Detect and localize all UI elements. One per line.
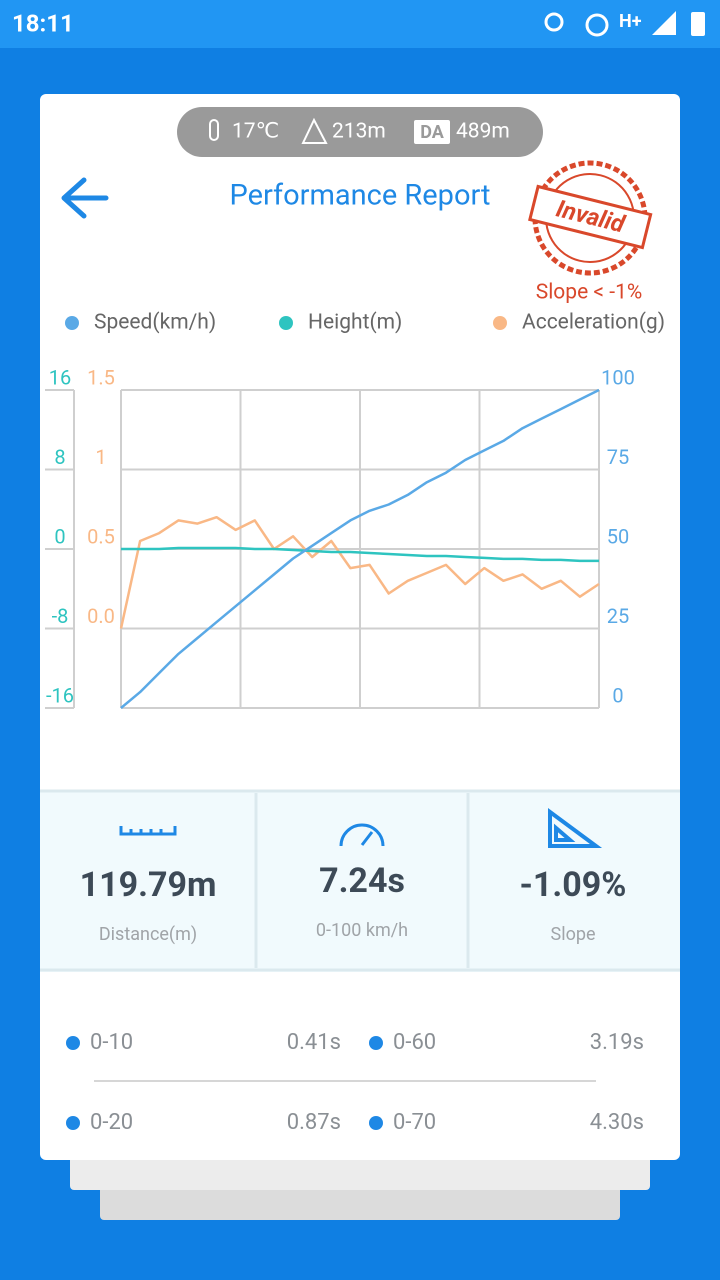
series-line — [119, 515, 600, 629]
y3-tick-label: 0.5 — [87, 524, 115, 548]
legend-label: Height(m) — [308, 311, 402, 335]
y3-tick-label: 1.5 — [87, 365, 115, 389]
thermometer-icon — [209, 119, 219, 141]
split-range: 0-60 — [393, 1030, 436, 1055]
split-dot — [66, 1116, 80, 1130]
legend-label: Acceleration(g) — [522, 311, 665, 335]
y3-tick-label: 0.0 — [87, 604, 115, 628]
y2-tick-label: 16 — [49, 365, 71, 389]
split-time: 3.19s — [590, 1030, 644, 1055]
split-range: 0-70 — [393, 1110, 436, 1135]
split-time: 0.41s — [287, 1030, 341, 1055]
y-tick-label: 75 — [607, 445, 629, 469]
stat-value: 7.24s — [319, 861, 405, 901]
stat-label: Distance(m) — [99, 924, 197, 945]
density-altitude: 489m — [456, 120, 510, 144]
slope-icon — [548, 808, 603, 848]
back-button[interactable] — [61, 177, 109, 219]
series-line — [120, 388, 600, 709]
splits: 0-10 0.41s 0-60 3.19s 0-20 0.87s 0-70 4.30s — [66, 1030, 644, 1135]
signal-icon — [652, 11, 676, 35]
temperature: 17℃ — [232, 120, 279, 144]
distance-icon — [119, 826, 177, 836]
location-icon — [544, 12, 564, 32]
y-tick-label: 50 — [607, 524, 629, 548]
split-dot — [369, 1116, 383, 1130]
y2-tick-label: 0 — [54, 524, 65, 548]
split-range: 0-20 — [90, 1110, 133, 1135]
split-range: 0-10 — [90, 1030, 133, 1055]
y3-tick-label: 1 — [95, 445, 106, 469]
speed-icon — [339, 823, 385, 847]
stamp-note: Slope < -1% — [536, 281, 643, 305]
stats: 119.79m Distance(m) 7.24s 0-100 km/h -1.09% S… — [80, 861, 627, 945]
y-tick-label: 100 — [601, 365, 635, 389]
hotspot-icon — [585, 13, 609, 37]
series-line — [121, 546, 599, 563]
stat-value: -1.09% — [520, 865, 627, 905]
stat-value: 119.79m — [80, 865, 217, 905]
speed-icon-needle — [360, 831, 374, 846]
stamp-band — [528, 184, 653, 250]
mountain-icon — [301, 117, 328, 144]
da-label: DA — [420, 122, 445, 143]
page-title: Performance Report — [229, 179, 490, 213]
y2-tick-label: -16 — [46, 683, 74, 707]
split-time: 4.30s — [590, 1110, 644, 1135]
y-tick-label: 25 — [607, 604, 629, 628]
da-badge — [414, 120, 450, 144]
y2-tick-label: -8 — [52, 604, 69, 628]
split-time: 0.87s — [287, 1110, 341, 1135]
stat-label: 0-100 km/h — [316, 920, 408, 941]
legend-marker — [279, 316, 293, 330]
altitude: 213m — [332, 120, 386, 144]
y-tick-label: 0 — [612, 683, 623, 707]
battery-icon — [691, 12, 705, 36]
split-dot — [66, 1036, 80, 1050]
status-time: 18:11 — [12, 9, 74, 37]
legend-marker — [65, 316, 79, 330]
legend-marker — [493, 316, 507, 330]
stats-panel — [40, 790, 680, 972]
legend-label: Speed(km/h) — [94, 311, 216, 335]
status-bar — [0, 0, 720, 48]
split-dot — [369, 1036, 383, 1050]
chart: Speed(km/h) Height(m) Acceleration(g) 0 25 50… — [45, 311, 665, 709]
y2-tick-label: 8 — [54, 445, 65, 469]
conditions-pill — [177, 107, 543, 157]
network-type: H+ — [619, 11, 642, 32]
stat-label: Slope — [551, 924, 596, 945]
